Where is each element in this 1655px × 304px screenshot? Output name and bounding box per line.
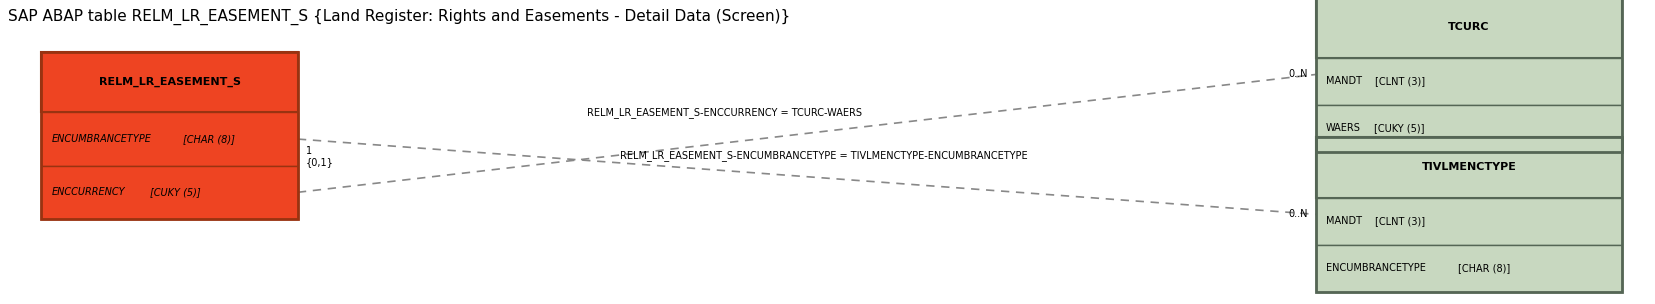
Bar — [41, 112, 298, 166]
Bar — [1316, 245, 1622, 292]
Text: ENCUMBRANCETYPE: ENCUMBRANCETYPE — [1326, 263, 1425, 273]
Text: [CHAR (8)]: [CHAR (8)] — [184, 134, 235, 144]
Text: TCURC: TCURC — [1448, 22, 1490, 32]
Text: 0..N: 0..N — [1288, 70, 1307, 79]
Text: MANDT: MANDT — [1326, 76, 1362, 86]
Bar — [41, 166, 298, 219]
Text: RELM_LR_EASEMENT_S-ENCUMBRANCETYPE = TIVLMENCTYPE-ENCUMBRANCETYPE: RELM_LR_EASEMENT_S-ENCUMBRANCETYPE = TIV… — [619, 150, 1028, 161]
Text: [CLNT (3)]: [CLNT (3)] — [1375, 76, 1425, 86]
Text: [CUKY (5)]: [CUKY (5)] — [1374, 123, 1425, 133]
Text: WAERS: WAERS — [1326, 123, 1360, 133]
Text: [CHAR (8)]: [CHAR (8)] — [1458, 263, 1509, 273]
Bar — [1316, 137, 1622, 292]
Bar — [1316, 198, 1622, 245]
Text: SAP ABAP table RELM_LR_EASEMENT_S {Land Register: Rights and Easements - Detail : SAP ABAP table RELM_LR_EASEMENT_S {Land … — [8, 9, 791, 25]
Text: MANDT: MANDT — [1326, 216, 1362, 226]
Bar — [41, 52, 298, 219]
Bar — [1316, 0, 1622, 58]
Text: RELM_LR_EASEMENT_S: RELM_LR_EASEMENT_S — [99, 77, 240, 87]
Text: TIVLMENCTYPE: TIVLMENCTYPE — [1422, 162, 1516, 172]
Bar — [1316, 137, 1622, 198]
Text: RELM_LR_EASEMENT_S-ENCCURRENCY = TCURC-WAERS: RELM_LR_EASEMENT_S-ENCCURRENCY = TCURC-W… — [586, 107, 862, 118]
Text: {0,1}: {0,1} — [306, 157, 334, 167]
Text: 1: 1 — [306, 146, 313, 156]
Bar — [41, 52, 298, 112]
Bar — [1316, 58, 1622, 105]
Bar — [1316, 0, 1622, 152]
Bar — [1316, 105, 1622, 152]
Text: ENCCURRENCY: ENCCURRENCY — [51, 187, 124, 197]
Text: 0..N: 0..N — [1288, 209, 1307, 219]
Text: [CUKY (5)]: [CUKY (5)] — [149, 187, 200, 197]
Text: ENCUMBRANCETYPE: ENCUMBRANCETYPE — [51, 134, 151, 144]
Text: [CLNT (3)]: [CLNT (3)] — [1375, 216, 1425, 226]
